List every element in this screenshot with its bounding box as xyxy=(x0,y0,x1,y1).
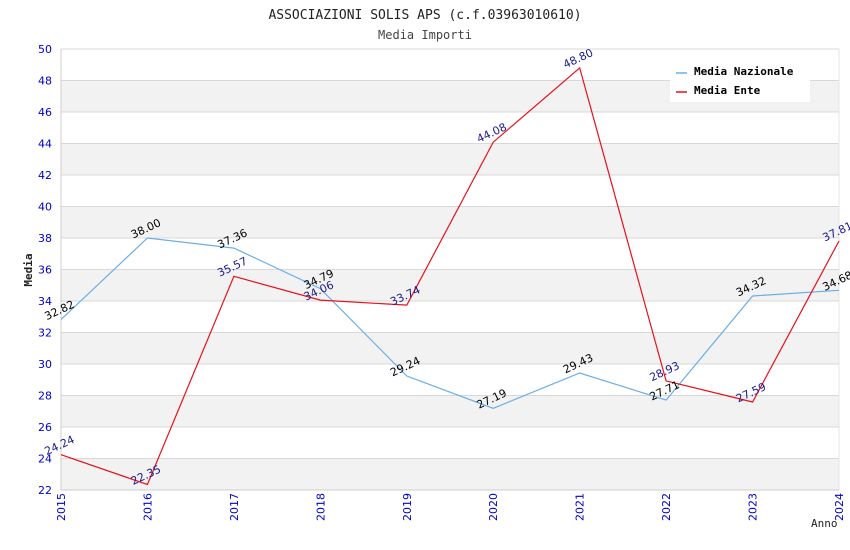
series-lines xyxy=(60,66,840,486)
chart-subtitle: Media Importi xyxy=(378,28,472,42)
y-tick-label: 22 xyxy=(38,484,52,497)
grid-band xyxy=(61,206,839,238)
y-tick-label: 26 xyxy=(38,421,52,434)
x-tick-label: 2018 xyxy=(314,493,327,521)
legend-label-media-nazionale: Media Nazionale xyxy=(694,65,794,78)
x-axis-title: Anno xyxy=(811,517,838,530)
y-tick-label: 32 xyxy=(38,327,52,340)
grid-band xyxy=(61,395,839,427)
y-tick-label: 42 xyxy=(38,169,52,182)
y-tick-label: 36 xyxy=(38,264,52,277)
y-tick-label: 40 xyxy=(38,201,52,214)
x-tick-label: 2023 xyxy=(747,493,760,521)
y-tick-label: 50 xyxy=(38,43,52,56)
y-tick-label: 30 xyxy=(38,358,52,371)
x-tick-label: 2022 xyxy=(660,493,673,521)
legend: Media Nazionale Media Ente xyxy=(670,60,810,102)
grid-band xyxy=(61,458,839,490)
x-tick-label: 2020 xyxy=(487,493,500,521)
x-tick-label: 2015 xyxy=(55,493,68,521)
y-tick-label: 24 xyxy=(38,453,52,466)
y-tick-label: 46 xyxy=(38,106,52,119)
grid-band xyxy=(61,143,839,175)
y-tick-label: 44 xyxy=(38,138,52,151)
data-label: 24.24 xyxy=(42,433,76,458)
y-tick-label: 38 xyxy=(38,232,52,245)
gridlines xyxy=(60,48,840,491)
y-tick-label: 28 xyxy=(38,390,52,403)
x-tick-label: 2017 xyxy=(228,493,241,521)
legend-box xyxy=(670,60,810,102)
y-tick-labels: 22 24 26 28 30 32 34 36 38 40 42 44 46 48 50 xyxy=(38,43,52,497)
grid-band xyxy=(61,332,839,364)
series-line-media-nazionale xyxy=(60,237,840,409)
y-tick-label: 34 xyxy=(38,295,52,308)
y-axis-title: Media xyxy=(22,253,35,286)
y-tick-label: 48 xyxy=(38,75,52,88)
chart-title: ASSOCIAZIONI SOLIS APS (c.f.03963010610) xyxy=(268,8,581,23)
x-tick-label: 2016 xyxy=(141,493,154,521)
data-label: 48.80 xyxy=(561,46,595,71)
x-tick-label: 2024 xyxy=(833,493,846,521)
plot-bands xyxy=(61,80,839,490)
x-tick-label: 2021 xyxy=(574,493,587,521)
x-tick-label: 2019 xyxy=(401,493,414,521)
series-line-media-ente xyxy=(60,66,840,486)
legend-label-media-ente: Media Ente xyxy=(694,84,761,97)
data-label: 44.08 xyxy=(475,121,509,146)
x-tick-labels: 2015 2016 2017 2018 2019 2020 2021 2022 2023 2024 xyxy=(55,493,846,521)
grid-band xyxy=(61,269,839,301)
